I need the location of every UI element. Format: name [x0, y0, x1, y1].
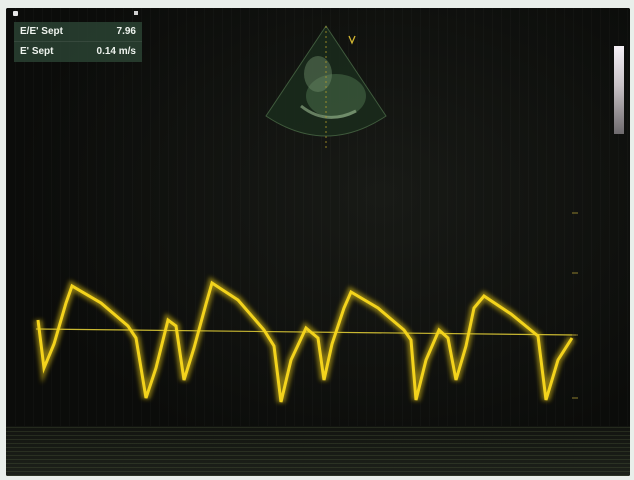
measurement-value: 7.96	[116, 26, 136, 37]
scale-ticks	[572, 212, 578, 399]
heart-tissue	[306, 74, 366, 118]
echo-thumbnail	[265, 25, 387, 151]
corner-marker	[13, 11, 18, 16]
measurement-value: 0.14 m/s	[96, 46, 136, 57]
measurement-label: E/E' Sept	[20, 26, 63, 37]
doppler-trace	[34, 212, 578, 403]
measurement-label: E' Sept	[20, 46, 54, 57]
heart-tissue	[304, 56, 332, 92]
ecg-strip	[6, 426, 630, 476]
ultrasound-screen: E/E' Sept 7.96 E' Sept 0.14 m/s	[6, 8, 630, 476]
grayscale-bar	[614, 46, 624, 134]
doppler-waveform	[34, 276, 576, 403]
waveform-line	[36, 280, 574, 403]
top-marker	[134, 11, 138, 15]
measurement-row: E' Sept 0.14 m/s	[14, 41, 142, 61]
heart-wall	[300, 104, 357, 119]
measurement-panel: E/E' Sept 7.96 E' Sept 0.14 m/s	[14, 22, 142, 62]
measurement-row: E/E' Sept 7.96	[14, 22, 142, 41]
orientation-marker-icon	[348, 35, 356, 45]
